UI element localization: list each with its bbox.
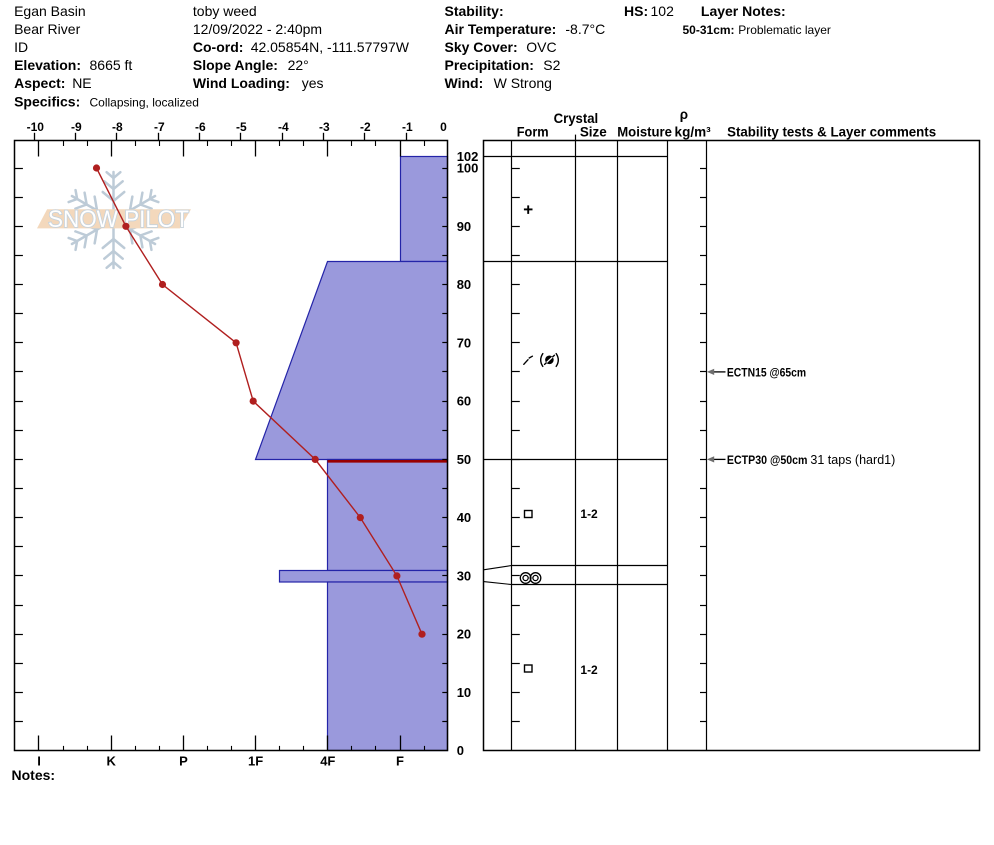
svg-text:0: 0 (440, 120, 447, 134)
svg-text:Sky Cover:: Sky Cover: (445, 39, 518, 55)
svg-text:42.05854N, -111.57797W: 42.05854N, -111.57797W (251, 39, 410, 55)
svg-text:W Strong: W Strong (494, 75, 552, 91)
svg-text:-7: -7 (154, 120, 165, 134)
svg-text:60: 60 (457, 394, 471, 409)
svg-text:-5: -5 (236, 120, 247, 134)
svg-text:Wind Loading:: Wind Loading: (193, 75, 290, 91)
svg-text:Collapsing, localized: Collapsing, localized (90, 95, 199, 109)
svg-text:HS:: HS: (624, 3, 648, 19)
svg-text:ρ: ρ (680, 107, 688, 122)
svg-text:Aspect:: Aspect: (14, 75, 65, 91)
svg-text:-1: -1 (402, 120, 413, 134)
svg-text:1-2: 1-2 (580, 507, 598, 521)
svg-text:Air Temperature:: Air Temperature: (445, 21, 557, 37)
svg-text:80: 80 (457, 277, 471, 292)
svg-text:90: 90 (457, 219, 471, 234)
svg-text:K: K (107, 754, 117, 769)
svg-text:Notes:: Notes: (12, 767, 56, 783)
svg-text:10: 10 (457, 685, 471, 700)
svg-text:-6: -6 (195, 120, 206, 134)
svg-text:Wind:: Wind: (445, 75, 484, 91)
svg-text:kg/m³: kg/m³ (675, 124, 712, 139)
svg-text:30: 30 (457, 568, 471, 583)
svg-text:Co-ord:: Co-ord: (193, 39, 244, 55)
svg-text:Size: Size (580, 124, 607, 139)
svg-text:100: 100 (457, 161, 479, 176)
svg-text:1F: 1F (248, 754, 263, 769)
svg-text:8665 ft: 8665 ft (90, 57, 133, 73)
svg-text:Stability tests & Layer commen: Stability tests & Layer comments (727, 124, 936, 139)
svg-text:40: 40 (457, 510, 471, 525)
svg-text:0: 0 (457, 743, 464, 758)
svg-text:ECTN15 @65cm: ECTN15 @65cm (727, 366, 806, 380)
svg-text:4F: 4F (320, 754, 335, 769)
svg-text:-8: -8 (112, 120, 123, 134)
svg-text:70: 70 (457, 335, 471, 350)
svg-text:Specifics:: Specifics: (14, 93, 80, 109)
svg-text:102: 102 (457, 149, 479, 164)
svg-text:NE: NE (72, 75, 91, 91)
svg-text:-2: -2 (360, 120, 371, 134)
svg-text:-9: -9 (71, 120, 82, 134)
svg-text:-4: -4 (278, 120, 289, 134)
svg-text:102: 102 (651, 3, 675, 19)
svg-text:toby weed: toby weed (193, 3, 257, 19)
svg-text:F: F (396, 754, 404, 769)
svg-text:31 taps (hard1): 31 taps (hard1) (810, 453, 895, 467)
svg-text:20: 20 (457, 627, 471, 642)
svg-text:12/09/2022 - 2:40pm: 12/09/2022 - 2:40pm (193, 21, 322, 37)
svg-text:Elevation:: Elevation: (14, 57, 81, 73)
svg-text:1-2: 1-2 (580, 663, 598, 677)
svg-text:S2: S2 (543, 57, 560, 73)
svg-text:-3: -3 (319, 120, 330, 134)
svg-text:yes: yes (302, 75, 324, 91)
svg-text:Form: Form (517, 124, 549, 139)
svg-text:50: 50 (457, 452, 471, 467)
svg-text:-10: -10 (27, 120, 45, 134)
svg-text:SNOW PILOT: SNOW PILOT (48, 206, 189, 233)
svg-text:Problematic layer: Problematic layer (738, 23, 831, 37)
svg-text:ID: ID (14, 39, 28, 55)
svg-text:Slope Angle:: Slope Angle: (193, 57, 278, 73)
svg-text:ECTP30 @50cm: ECTP30 @50cm (727, 453, 808, 467)
svg-text:P: P (179, 754, 188, 769)
svg-text:50-31cm:: 50-31cm: (683, 23, 735, 37)
svg-text:Moisture: Moisture (617, 124, 672, 139)
svg-text:-8.7°C: -8.7°C (565, 21, 605, 37)
svg-text:Precipitation:: Precipitation: (445, 57, 534, 73)
svg-text:Crystal: Crystal (554, 111, 599, 126)
svg-text:Stability:: Stability: (445, 3, 504, 19)
svg-text:Bear River: Bear River (14, 21, 80, 37)
svg-text:22°: 22° (288, 57, 309, 73)
svg-text:I: I (37, 754, 41, 769)
svg-text:OVC: OVC (526, 39, 556, 55)
svg-text:Layer Notes:: Layer Notes: (701, 3, 786, 19)
svg-text:Egan Basin: Egan Basin (14, 3, 86, 19)
